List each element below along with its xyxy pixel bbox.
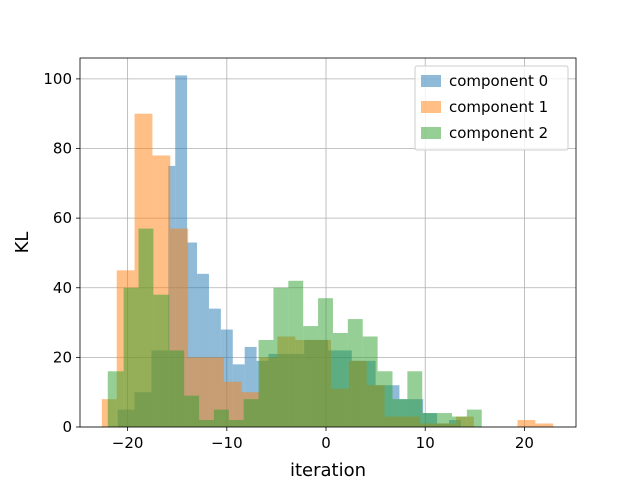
histogram-bar bbox=[199, 420, 214, 427]
y-tick-label: 0 bbox=[62, 418, 72, 436]
histogram-bar bbox=[243, 399, 259, 427]
histogram-bar bbox=[228, 420, 244, 427]
legend-label: component 1 bbox=[449, 98, 548, 116]
legend-swatch bbox=[421, 127, 441, 139]
histogram-bar bbox=[377, 371, 393, 427]
histogram-bar bbox=[437, 413, 452, 427]
plot-frame bbox=[79, 57, 577, 428]
histogram-bar bbox=[184, 395, 200, 427]
histogram-bar bbox=[535, 423, 554, 427]
x-tick-label: −10 bbox=[211, 434, 243, 452]
histogram-bar bbox=[187, 242, 198, 427]
histogram-bars bbox=[101, 75, 554, 428]
x-tick-label: 10 bbox=[416, 434, 435, 452]
histogram-bar bbox=[258, 339, 274, 427]
histogram-bar bbox=[407, 371, 423, 427]
series-2-bars bbox=[107, 228, 482, 427]
histogram-bar bbox=[362, 336, 378, 427]
legend-label: component 0 bbox=[449, 72, 548, 90]
y-tick-label: 100 bbox=[43, 70, 72, 88]
y-tick-label: 40 bbox=[53, 279, 72, 297]
histogram-bar bbox=[153, 294, 170, 427]
histogram-bar bbox=[422, 413, 438, 427]
x-tick-label: −20 bbox=[112, 434, 144, 452]
histogram-bar bbox=[288, 280, 304, 427]
histogram-bar bbox=[197, 273, 209, 427]
legend-swatch bbox=[421, 75, 441, 87]
y-tick-label: 20 bbox=[53, 348, 72, 366]
histogram-bar bbox=[347, 319, 363, 427]
histogram-bar bbox=[213, 409, 229, 427]
histogram-bar bbox=[138, 228, 154, 427]
histogram-bar bbox=[273, 287, 289, 427]
histogram-bar bbox=[244, 346, 257, 427]
y-axis-label: KL bbox=[12, 232, 33, 254]
axis-ticks: −20 −10 0 10 20 0 20 40 60 80 100 bbox=[43, 70, 534, 452]
histogram-bar bbox=[318, 298, 333, 427]
legend-label: component 2 bbox=[449, 124, 548, 142]
histogram-bar bbox=[452, 416, 467, 427]
histogram-bar bbox=[303, 326, 319, 427]
histogram-bar bbox=[392, 399, 408, 427]
histogram-bar bbox=[123, 287, 139, 427]
histogram-bar bbox=[169, 350, 185, 427]
y-tick-label: 60 bbox=[53, 209, 72, 227]
x-tick-label: 20 bbox=[515, 434, 534, 452]
legend: component 0 component 1 component 2 bbox=[414, 65, 569, 151]
histogram-bar bbox=[107, 371, 124, 427]
histogram-bar bbox=[517, 420, 536, 427]
histogram-bar bbox=[220, 329, 233, 427]
histogram-bar bbox=[332, 333, 348, 427]
y-tick-label: 80 bbox=[53, 140, 72, 158]
x-axis-label: iteration bbox=[290, 460, 366, 480]
legend-box bbox=[414, 65, 569, 151]
legend-swatch bbox=[421, 101, 441, 113]
x-tick-label: 0 bbox=[321, 434, 331, 452]
histogram-bar bbox=[466, 409, 482, 427]
